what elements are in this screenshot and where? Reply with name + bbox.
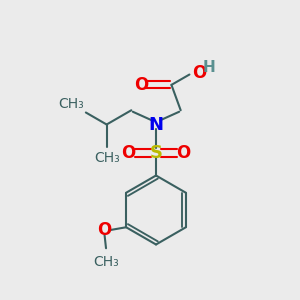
Text: H: H — [202, 59, 215, 74]
Text: CH₃: CH₃ — [93, 255, 119, 269]
Text: O: O — [176, 144, 191, 162]
Text: O: O — [134, 76, 148, 94]
Text: N: N — [148, 116, 164, 134]
Text: O: O — [98, 221, 112, 239]
Text: CH₃: CH₃ — [94, 152, 119, 166]
Text: S: S — [149, 144, 163, 162]
Text: O: O — [121, 144, 136, 162]
Text: CH₃: CH₃ — [58, 97, 84, 111]
Text: O: O — [192, 64, 206, 82]
